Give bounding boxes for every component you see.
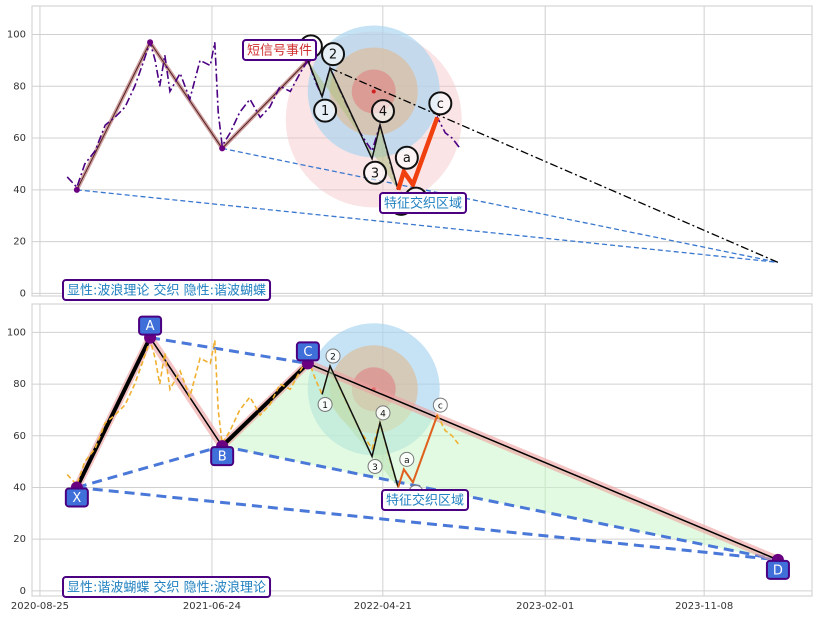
pattern-leg (307, 362, 779, 561)
pattern-label: D (773, 563, 783, 578)
pattern-fill (222, 363, 778, 560)
annotation-box (379, 192, 468, 214)
pattern-label: A (146, 319, 155, 334)
wave-correction (396, 116, 440, 191)
y-tick-label: 60 (13, 431, 26, 442)
pattern-leg (75, 336, 152, 489)
pattern-leg (76, 42, 151, 191)
x-tick-label: 2023-02-01 (516, 601, 574, 612)
wave-label-circle (399, 451, 415, 467)
wave-label-circle (313, 98, 338, 123)
wave-label: 4 (380, 409, 386, 419)
pattern-label-box (138, 315, 163, 336)
wave-label-circle (367, 458, 383, 474)
wave-label: a (404, 456, 410, 466)
wave-label-circle (370, 99, 395, 124)
pattern-label: C (303, 345, 312, 360)
pattern-label-box (765, 559, 790, 580)
wave-fill (307, 60, 399, 190)
trend-line (76, 485, 779, 562)
y-tick-label: 100 (7, 29, 26, 40)
pattern-label: B (218, 450, 227, 465)
pattern-point (219, 145, 226, 152)
wave-label: a (403, 151, 411, 166)
wave-label: 4 (379, 105, 387, 120)
annotation-box (62, 576, 272, 598)
y-tick-label: 40 (13, 185, 26, 196)
trend-line (221, 444, 779, 562)
trend-line (76, 444, 223, 489)
x-tick-label: 2023-11-08 (675, 601, 733, 612)
y-tick-label: 0 (20, 288, 26, 299)
annotation-box (242, 39, 318, 61)
y-tick-label: 0 (20, 586, 26, 597)
annotation: 显性:谐波蝴蝶 交织 隐性:波浪理论 (67, 580, 266, 596)
x-tick-label: 2020-08-25 (11, 601, 69, 612)
trend-line (149, 336, 309, 365)
x-tick-label: 2022-04-21 (354, 601, 412, 612)
wave-label-circle (375, 405, 391, 421)
wave-fill (322, 366, 399, 488)
pattern-label-box (295, 341, 320, 362)
y-tick-label: 60 (13, 133, 26, 144)
trend-line (222, 147, 779, 263)
wave-label: c (438, 402, 443, 412)
wave-label-circle (325, 348, 341, 364)
annotation-box (62, 279, 272, 301)
annotation: 特征交织区域 (386, 493, 464, 509)
wave-label-circle (428, 91, 453, 116)
pattern-label: X (72, 491, 81, 506)
wave-label-circle (321, 42, 346, 67)
y-tick-label: 80 (13, 81, 26, 92)
wave-impulse (321, 363, 399, 488)
x-tick-label: 2021-06-24 (183, 601, 241, 612)
wave-impulse (307, 60, 399, 191)
wave-label: 2 (329, 48, 337, 63)
wave-label: 1 (321, 104, 329, 119)
annotation: 特征交织区域 (384, 196, 462, 212)
pattern-label-box (210, 446, 235, 467)
y-tick-label: 100 (7, 327, 26, 338)
wave-label-circle (432, 397, 448, 413)
y-tick-label: 20 (13, 534, 26, 545)
wave-correction (397, 414, 439, 488)
wave-label: 3 (372, 463, 378, 473)
wave-label: c (437, 97, 444, 112)
wave-label-circle (317, 396, 333, 412)
y-tick-label: 40 (13, 482, 26, 493)
wave-label: 2 (330, 353, 336, 363)
pattern-leg (221, 60, 309, 149)
pattern-label-box (64, 487, 89, 508)
annotation-box (381, 489, 470, 511)
trend-line (329, 67, 779, 263)
zone-center (371, 89, 376, 94)
y-tick-label: 20 (13, 237, 26, 248)
trend-line (76, 189, 779, 263)
y-tick-label: 80 (13, 379, 26, 390)
pattern-point (73, 186, 80, 193)
wave-label: 3 (371, 166, 379, 181)
wave-label: 1 (322, 401, 328, 411)
pattern-leg (149, 337, 223, 447)
wave-label-circle (394, 145, 419, 170)
wave-label-circle (363, 160, 388, 185)
pattern-leg (149, 41, 223, 149)
annotation: 短信号事件 (247, 44, 312, 59)
annotation: 显性:波浪理论 交织 隐性:谐波蝴蝶 (67, 283, 266, 299)
pattern-leg (220, 361, 310, 448)
pattern-point (147, 39, 154, 46)
